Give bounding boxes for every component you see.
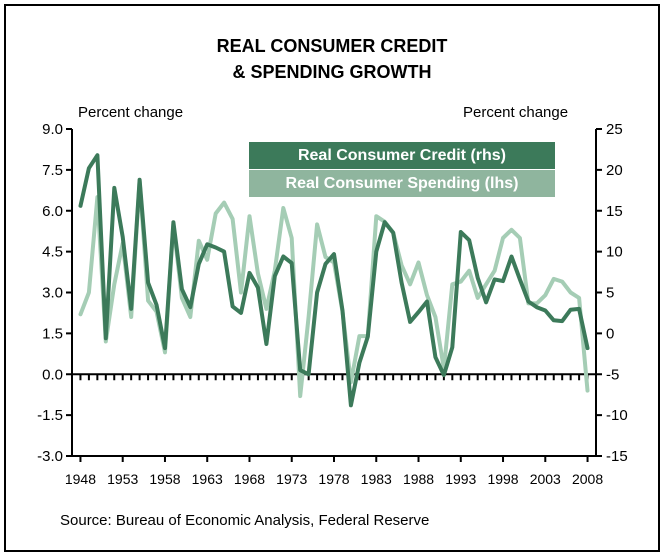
x-axis-tick-label: 1948 [65,471,96,487]
left-axis-tick-label: 9.0 [42,121,63,138]
left-axis-tick-label: 6.0 [42,203,63,220]
legend-spending: Real Consumer Spending (lhs) [249,170,555,197]
x-axis-tick-label: 1963 [192,471,223,487]
x-axis-tick-label: 1983 [361,471,392,487]
series-line-spending [78,178,590,399]
left-axis-tick-label: 7.5 [42,162,63,179]
legend-spending-swatch [249,170,555,197]
x-axis-tick-label: 1998 [487,471,518,487]
legend-spending-label: Real Consumer Spending (lhs) [285,175,519,192]
right-axis-tick-label: -15 [606,448,628,465]
series-line-credit [78,153,590,408]
right-axis-tick-label: 5 [606,285,614,302]
right-axis-tick-label: 15 [606,203,623,220]
left-axis-tick-label: -1.5 [37,407,63,424]
x-axis-tick-label: 1993 [445,471,476,487]
right-axis-tick-label: 20 [606,162,623,179]
x-axis-tick-label: 2008 [572,471,603,487]
x-axis-tick-label: 1973 [276,471,307,487]
right-axis-tick-label: -10 [606,407,628,424]
left-axis-unit-label: Percent change [78,104,184,121]
x-axis-tick-label: 1968 [234,471,265,487]
left-axis-tick-label: 4.5 [42,244,63,261]
x-axis-tick-label: 1953 [107,471,138,487]
x-axis-tick-label: 2003 [530,471,561,487]
left-axis-tick-label: 3.0 [42,285,63,302]
left-axis-tick-label: -3.0 [37,448,63,465]
legend-credit-label: Real Consumer Credit (rhs) [297,147,507,164]
right-axis-tick-label: 10 [606,244,623,261]
chart-title-line2: & SPENDING GROWTH [232,62,432,82]
right-axis-unit-label: Percent change [463,104,569,121]
source-note: Source: Bureau of Economic Analysis, Fed… [60,512,430,529]
chart-frame [4,4,660,552]
left-axis-tick-label: 1.5 [42,325,63,342]
x-axis-tick-label: 1978 [318,471,349,487]
chart-title-line1: REAL CONSUMER CREDIT [216,36,448,56]
left-axis-tick-label: 0.0 [42,366,63,383]
x-axis-tick-label: 1958 [149,471,180,487]
right-axis-tick-label: 25 [606,121,623,138]
x-axis-tick-label: 1988 [403,471,434,487]
right-axis-tick-label: 0 [606,325,614,342]
right-axis-tick-label: -5 [606,366,619,383]
legend-credit: Real Consumer Credit (rhs) [249,142,555,169]
legend-credit-swatch [249,142,555,169]
